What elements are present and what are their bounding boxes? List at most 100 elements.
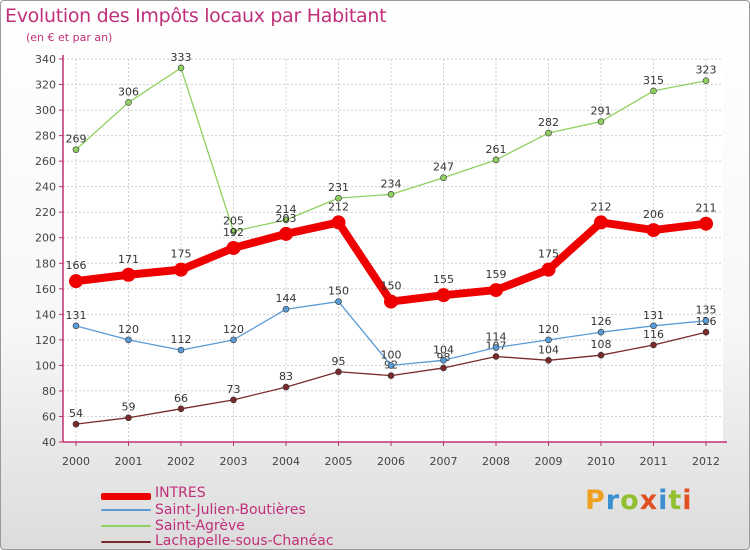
data-label: 150	[328, 285, 349, 298]
y-tick-label: 240	[35, 181, 56, 194]
data-point	[282, 305, 290, 313]
x-tick-label: 2005	[325, 455, 353, 468]
data-label: 120	[118, 323, 139, 336]
y-tick-label: 160	[35, 283, 56, 296]
data-label: 116	[643, 328, 664, 341]
data-label: 231	[328, 181, 349, 194]
data-point	[489, 283, 503, 298]
data-label: 203	[276, 212, 297, 225]
data-label: 131	[66, 309, 87, 322]
data-label: 120	[538, 323, 559, 336]
x-tick-label: 2004	[272, 455, 300, 468]
data-point	[702, 77, 710, 85]
x-tick-label: 2001	[115, 455, 143, 468]
data-label: 282	[538, 116, 559, 129]
data-label: 306	[118, 85, 139, 98]
data-point	[387, 191, 395, 198]
x-tick-label: 2010	[587, 455, 615, 468]
legend-label-lachapelle: Lachapelle-sous-Chanéac	[155, 533, 334, 549]
data-label: 247	[433, 161, 454, 174]
logo-letter: o	[620, 485, 640, 516]
x-tick-label: 2000	[62, 455, 90, 468]
logo-letter: x	[639, 485, 659, 516]
data-point	[597, 118, 605, 125]
data-point	[387, 372, 395, 379]
logo-letter: i	[658, 485, 669, 516]
data-point	[230, 396, 237, 404]
data-label: 108	[591, 338, 612, 351]
data-label: 212	[328, 200, 349, 213]
data-point	[702, 328, 710, 336]
data-point	[125, 414, 132, 422]
legend-label-saint-julien: Saint-Julien-Boutières	[155, 502, 306, 518]
data-label: 269	[66, 133, 87, 146]
data-label: 83	[279, 370, 293, 383]
chart-title: Evolution des Impôts locaux par Habitant	[5, 5, 387, 27]
x-tick-label: 2012	[692, 455, 720, 468]
legend-swatch-saint-julien	[101, 509, 151, 511]
x-tick-label: 2008	[482, 455, 510, 468]
data-point	[384, 294, 398, 309]
data-point	[121, 267, 136, 282]
y-tick-label: 300	[35, 104, 56, 117]
data-label: 234	[381, 177, 402, 190]
data-label: 175	[171, 248, 192, 261]
y-tick-label: 140	[35, 308, 56, 321]
data-point	[545, 336, 552, 344]
data-point	[650, 87, 657, 95]
data-point	[440, 174, 447, 182]
data-point	[646, 223, 661, 238]
data-point	[279, 226, 293, 241]
x-tick-label: 2002	[167, 455, 195, 468]
data-point	[282, 383, 290, 391]
x-tick-label: 2009	[535, 455, 563, 468]
data-label: 205	[223, 214, 244, 227]
data-label: 212	[591, 200, 612, 213]
y-tick-label: 340	[35, 53, 56, 66]
data-label: 211	[696, 202, 717, 215]
legend-swatch-intres	[101, 493, 151, 500]
data-label: 66	[174, 392, 188, 405]
data-label: 171	[118, 253, 139, 266]
data-point	[230, 336, 237, 344]
data-point	[125, 99, 132, 106]
data-point	[541, 262, 556, 277]
data-label: 120	[223, 323, 244, 336]
data-point	[177, 405, 185, 413]
y-tick-label: 100	[35, 359, 56, 372]
data-label: 54	[69, 407, 83, 420]
x-tick-label: 2006	[377, 455, 405, 468]
data-label: 100	[381, 348, 402, 361]
data-label: 150	[381, 280, 402, 293]
y-tick-label: 200	[35, 232, 56, 245]
data-label: 175	[538, 248, 559, 261]
data-point	[436, 288, 451, 303]
x-tick-label: 2007	[430, 455, 458, 468]
data-point	[69, 274, 83, 289]
data-point	[440, 364, 447, 372]
data-point	[335, 298, 342, 305]
data-point	[545, 356, 552, 364]
data-point	[72, 420, 80, 428]
data-label: 104	[538, 343, 559, 356]
data-point	[335, 194, 342, 202]
data-label: 104	[433, 343, 454, 356]
data-label: 333	[171, 51, 192, 64]
data-point	[177, 346, 185, 354]
legend-label-saint-agreve: Saint-Agrève	[155, 518, 245, 534]
data-label: 159	[486, 268, 507, 281]
data-point	[702, 317, 710, 325]
y-tick-label: 280	[35, 130, 56, 143]
data-point	[335, 368, 342, 376]
data-label: 144	[276, 292, 297, 305]
y-tick-label: 180	[35, 257, 56, 270]
data-label: 261	[486, 143, 507, 156]
logo-letter: P	[585, 485, 606, 516]
data-label: 112	[171, 333, 192, 346]
y-tick-label: 260	[35, 155, 56, 168]
y-tick-label: 40	[42, 436, 56, 449]
data-point	[545, 129, 552, 137]
data-point	[125, 336, 132, 344]
data-point	[226, 240, 241, 255]
